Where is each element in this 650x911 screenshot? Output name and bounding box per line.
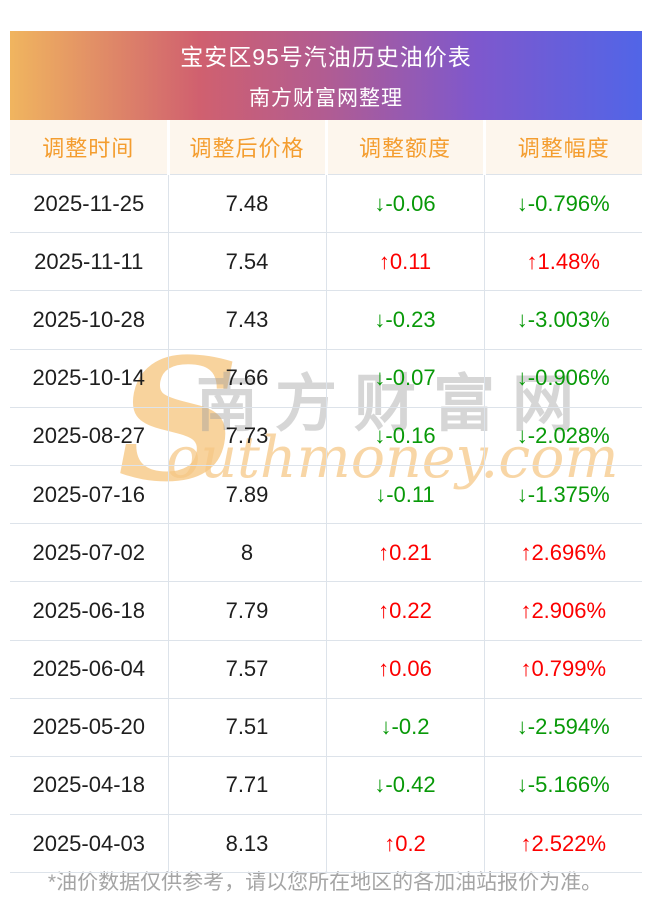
adjust-date-cell: 2025-06-04 [10, 639, 168, 699]
table-row: 2025-05-20 7.51 ↓-0.2 ↓-2.594% [10, 697, 642, 757]
header-adjust-range: 调整幅度 [482, 120, 642, 175]
table-row: 2025-10-28 7.43 ↓-0.23 ↓-3.003% [10, 290, 642, 350]
percent-cell: ↑1.48% [483, 232, 642, 291]
disclaimer-note: *油价数据仅供参考，请以您所在地区的各加油站报价为准。 [47, 871, 603, 894]
change-cell: ↑0.21 [325, 523, 484, 582]
table-row: 2025-04-18 7.71 ↓-0.42 ↓-5.166% [10, 755, 642, 815]
table-header-row: 调整时间 调整后价格 调整额度 调整幅度 [10, 120, 642, 175]
adjust-date-cell: 2025-04-18 [10, 755, 168, 815]
change-cell: ↓-0.06 [325, 173, 484, 233]
percent-cell: ↑0.799% [483, 639, 642, 699]
price-cell: 7.54 [167, 232, 326, 291]
percent-cell: ↑2.906% [483, 581, 642, 640]
price-cell: 7.89 [167, 464, 326, 524]
adjust-date-cell: 2025-10-14 [10, 348, 168, 408]
adjust-date-cell: 2025-04-03 [10, 814, 168, 874]
change-cell: ↑0.06 [325, 639, 484, 699]
table-row: 2025-07-02 8 ↑0.21 ↑2.696% [10, 523, 642, 582]
table-row: 2025-11-11 7.54 ↑0.11 ↑1.48% [10, 232, 642, 291]
page-subtitle: 南方财富网整理 [249, 87, 403, 110]
adjust-date-cell: 2025-11-11 [10, 232, 168, 291]
table-row: 2025-04-03 8.13 ↑0.2 ↑2.522% [10, 814, 642, 874]
table-header: 调整时间 调整后价格 调整额度 调整幅度 [10, 120, 642, 175]
change-cell: ↑0.2 [325, 814, 484, 874]
price-cell: 8 [167, 523, 326, 582]
table-row: 2025-10-14 7.66 ↓-0.07 ↓-0.906% [10, 348, 642, 408]
percent-cell: ↓-2.594% [483, 697, 642, 757]
percent-cell: ↑2.522% [483, 814, 642, 874]
table-row: 2025-11-25 7.48 ↓-0.06 ↓-0.796% [10, 173, 642, 233]
page-title: 宝安区95号汽油历史油价表 [180, 44, 472, 70]
percent-cell: ↓-5.166% [483, 755, 642, 815]
price-cell: 8.13 [167, 814, 326, 874]
price-cell: 7.73 [167, 406, 326, 466]
table-row: 2025-07-16 7.89 ↓-0.11 ↓-1.375% [10, 464, 642, 524]
price-cell: 7.57 [167, 639, 326, 699]
price-cell: 7.79 [167, 581, 326, 640]
change-cell: ↑0.11 [325, 232, 484, 291]
price-cell: 7.51 [167, 697, 326, 757]
change-cell: ↓-0.07 [325, 348, 484, 408]
table-row: 2025-06-04 7.57 ↑0.06 ↑0.799% [10, 639, 642, 699]
table-body: 2025-11-25 7.48 ↓-0.06 ↓-0.796% 2025-11-… [10, 173, 642, 874]
percent-cell: ↓-3.003% [483, 290, 642, 350]
change-cell: ↓-0.23 [325, 290, 484, 350]
title-banner: 宝安区95号汽油历史油价表 南方财富网整理 [10, 31, 642, 120]
header-adjust-amount: 调整额度 [324, 120, 484, 175]
percent-cell: ↓-0.906% [483, 348, 642, 408]
percent-cell: ↓-2.028% [483, 406, 642, 466]
adjust-date-cell: 2025-10-28 [10, 290, 168, 350]
oil-price-history-table: 调整时间 调整后价格 调整额度 调整幅度 2025-11-25 7.48 ↓-0… [10, 120, 642, 874]
adjust-date-cell: 2025-08-27 [10, 406, 168, 466]
change-cell: ↑0.22 [325, 581, 484, 640]
adjust-date-cell: 2025-05-20 [10, 697, 168, 757]
adjust-date-cell: 2025-11-25 [10, 173, 168, 233]
price-cell: 7.43 [167, 290, 326, 350]
adjust-date-cell: 2025-07-16 [10, 464, 168, 524]
change-cell: ↓-0.16 [325, 406, 484, 466]
price-cell: 7.66 [167, 348, 326, 408]
percent-cell: ↓-1.375% [483, 464, 642, 524]
price-cell: 7.48 [167, 173, 326, 233]
percent-cell: ↓-0.796% [483, 173, 642, 233]
adjust-date-cell: 2025-06-18 [10, 581, 168, 640]
adjust-date-cell: 2025-07-02 [10, 523, 168, 582]
price-cell: 7.71 [167, 755, 326, 815]
change-cell: ↓-0.42 [325, 755, 484, 815]
change-cell: ↓-0.2 [325, 697, 484, 757]
table-row: 2025-06-18 7.79 ↑0.22 ↑2.906% [10, 581, 642, 640]
header-adjust-time: 调整时间 [10, 120, 168, 175]
header-adjusted-price: 调整后价格 [166, 120, 326, 175]
change-cell: ↓-0.11 [325, 464, 484, 524]
percent-cell: ↑2.696% [483, 523, 642, 582]
table-row: 2025-08-27 7.73 ↓-0.16 ↓-2.028% [10, 406, 642, 466]
